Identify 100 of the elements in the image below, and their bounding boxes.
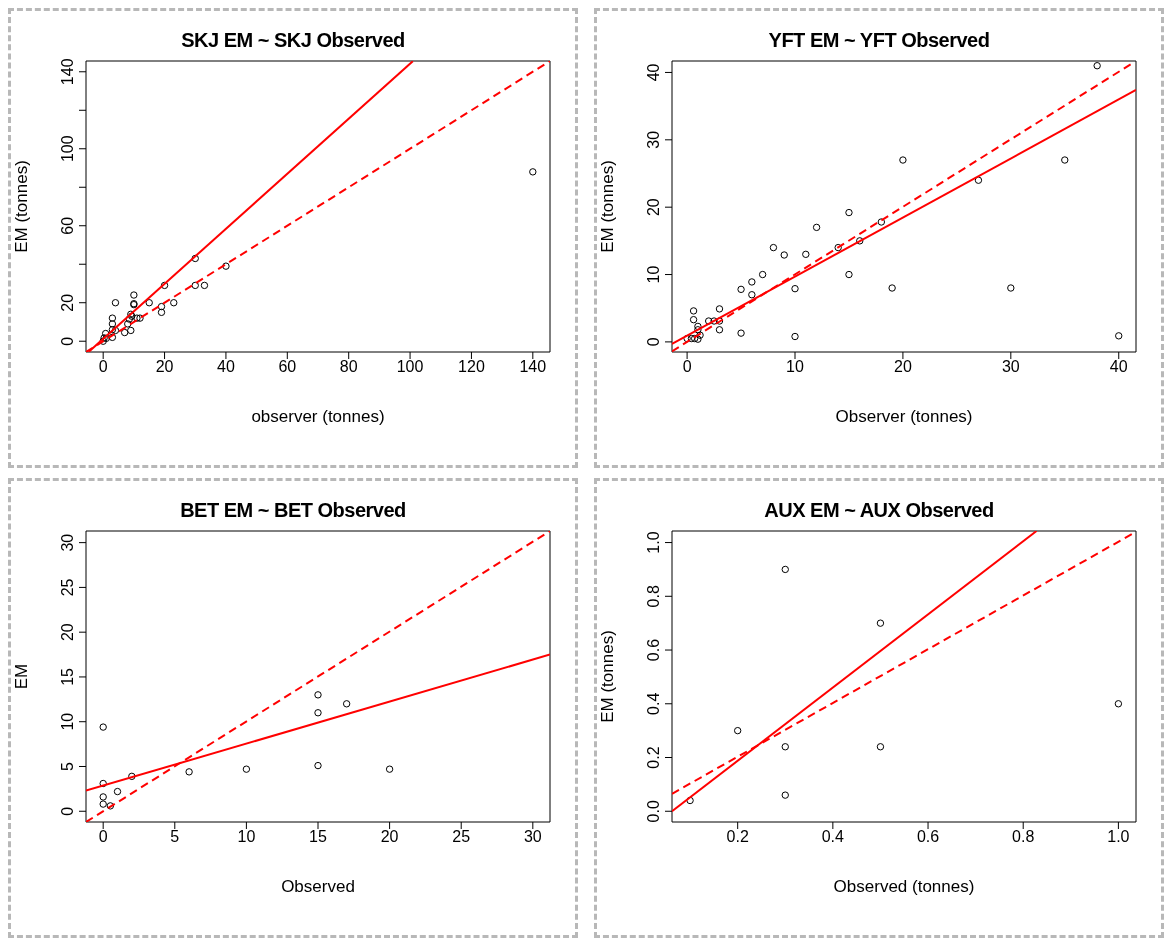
point bbox=[812, 223, 821, 232]
point bbox=[802, 250, 810, 259]
y-tick-label: 100 bbox=[59, 135, 76, 163]
x-tick-label: 140 bbox=[519, 358, 547, 376]
y-tick-label: 0 bbox=[59, 336, 76, 346]
y-tick-label: 0.6 bbox=[645, 638, 662, 662]
y-tick-label: 40 bbox=[645, 63, 662, 82]
point bbox=[157, 308, 166, 317]
x-tick-label: 40 bbox=[1109, 358, 1128, 376]
point bbox=[108, 320, 117, 328]
point bbox=[781, 743, 789, 751]
point bbox=[781, 791, 789, 799]
point bbox=[899, 156, 907, 164]
point bbox=[733, 726, 742, 735]
point bbox=[145, 299, 153, 307]
y-tick-label: 60 bbox=[59, 216, 76, 235]
y-tick-label: 0 bbox=[59, 806, 76, 816]
point bbox=[1007, 284, 1015, 292]
y-tick-label: 0.8 bbox=[645, 585, 662, 608]
point bbox=[99, 723, 107, 731]
point bbox=[694, 322, 702, 331]
x-tick-label: 0.4 bbox=[821, 828, 845, 846]
point bbox=[106, 802, 115, 810]
point bbox=[704, 317, 713, 325]
point bbox=[242, 765, 251, 773]
point bbox=[694, 335, 702, 343]
point bbox=[689, 307, 698, 315]
point bbox=[876, 743, 885, 751]
y-axis-title: EM (tonnes) bbox=[12, 160, 32, 253]
point bbox=[125, 315, 133, 323]
y-tick-label: 15 bbox=[59, 667, 76, 686]
point bbox=[737, 329, 745, 337]
x-axis-title: Observer (tonnes) bbox=[835, 407, 973, 426]
y-tick-label: 20 bbox=[59, 293, 76, 312]
x-axis-title: Observed (tonnes) bbox=[833, 877, 975, 896]
point bbox=[128, 772, 136, 781]
point bbox=[111, 326, 120, 335]
x-tick-label: 5 bbox=[170, 828, 180, 846]
point bbox=[133, 314, 141, 322]
point bbox=[108, 314, 117, 322]
point bbox=[834, 243, 842, 252]
point bbox=[683, 334, 691, 343]
chart-title: AUX EM ~ AUX Observed bbox=[763, 499, 995, 522]
point bbox=[686, 796, 694, 805]
point bbox=[120, 328, 129, 337]
y-tick-label: 0.4 bbox=[645, 692, 662, 715]
x-tick-label: 0.6 bbox=[916, 828, 940, 846]
point bbox=[710, 317, 718, 325]
x-tick-label: 1.0 bbox=[1107, 828, 1130, 846]
x-tick-label: 0 bbox=[98, 828, 108, 846]
y-tick-label: 30 bbox=[645, 130, 662, 149]
y-tick-label: 140 bbox=[59, 58, 76, 86]
point bbox=[748, 278, 756, 286]
x-tick-label: 20 bbox=[380, 828, 399, 846]
y-tick-label: 25 bbox=[59, 578, 76, 597]
x-tick-label: 15 bbox=[309, 828, 327, 846]
point bbox=[127, 326, 135, 335]
point bbox=[715, 317, 724, 325]
point bbox=[856, 237, 864, 245]
y-tick-label: 10 bbox=[59, 712, 76, 731]
point bbox=[715, 326, 724, 334]
point bbox=[157, 302, 166, 311]
point bbox=[845, 208, 853, 217]
point bbox=[99, 800, 107, 808]
chart-title: SKJ EM ~ SKJ Observed bbox=[180, 29, 406, 52]
point bbox=[314, 761, 322, 770]
point bbox=[791, 332, 799, 341]
chart-title: BET EM ~ BET Observed bbox=[179, 499, 407, 522]
point bbox=[200, 281, 209, 290]
point bbox=[185, 768, 193, 776]
y-axis-title: EM (tonnes) bbox=[598, 630, 618, 723]
point bbox=[191, 281, 199, 290]
point bbox=[1114, 700, 1123, 708]
point bbox=[696, 331, 704, 339]
point bbox=[124, 320, 132, 328]
y-tick-label: 0.2 bbox=[645, 746, 662, 769]
x-tick-label: 120 bbox=[458, 358, 485, 376]
y-axis-title: EM bbox=[12, 663, 32, 690]
point bbox=[758, 270, 767, 279]
point bbox=[222, 262, 230, 270]
point bbox=[113, 787, 122, 796]
point bbox=[876, 619, 885, 627]
x-axis-title: observer (tonnes) bbox=[251, 407, 385, 426]
point bbox=[689, 315, 698, 324]
y-tick-label: 20 bbox=[59, 623, 76, 642]
chart-title: YFT EM ~ YFT Observed bbox=[767, 29, 991, 52]
point bbox=[845, 270, 853, 279]
x-tick-label: 10 bbox=[237, 828, 256, 846]
y-tick-label: 1.0 bbox=[645, 531, 662, 554]
point bbox=[888, 284, 896, 292]
x-tick-label: 0.8 bbox=[1012, 828, 1035, 846]
point bbox=[136, 314, 144, 322]
point bbox=[791, 284, 799, 293]
point bbox=[191, 254, 199, 263]
y-tick-label: 0 bbox=[645, 337, 662, 347]
point bbox=[694, 326, 702, 334]
point bbox=[529, 168, 537, 176]
y-tick-label: 30 bbox=[59, 533, 76, 552]
x-tick-label: 10 bbox=[786, 358, 805, 376]
x-tick-label: 30 bbox=[1001, 358, 1020, 376]
